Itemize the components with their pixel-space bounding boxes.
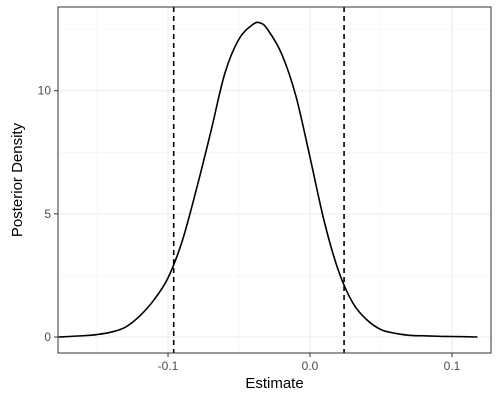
density-curve: [58, 21, 478, 338]
series-layer: [58, 21, 478, 338]
y-tick-label: 5: [44, 207, 51, 221]
grid-layer: [58, 7, 491, 353]
x-tick-label: 0.0: [302, 359, 319, 373]
y-axis-title: Posterior Density: [9, 122, 26, 237]
x-tick-label: -0.1: [158, 359, 179, 373]
panel-border: [57, 6, 492, 354]
y-tick-label: 0: [44, 330, 51, 344]
x-axis-title: Estimate: [245, 375, 303, 392]
x-tick-label: 0.1: [444, 359, 461, 373]
y-tick-label: 10: [38, 84, 52, 98]
reference-lines-layer: [172, 7, 345, 353]
ticks-layer: -0.1 0.0 0.1 0 5 10: [38, 84, 461, 373]
